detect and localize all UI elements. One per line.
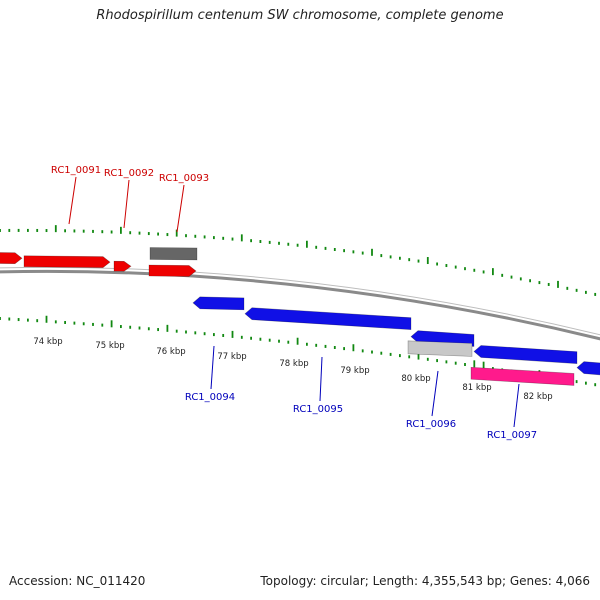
gene-label: RC1_0094 xyxy=(185,392,235,403)
gene-leader-line xyxy=(123,179,130,229)
feature-track xyxy=(0,247,600,386)
map-title: Rhodospirillum centenum SW chromosome, c… xyxy=(96,8,504,23)
gene-label: RC1_0097 xyxy=(487,430,537,441)
outer-tick-ring xyxy=(0,225,597,296)
reverse-gene-arrow xyxy=(192,296,245,311)
gene-label: RC1_0091 xyxy=(51,165,101,176)
genome-summary-text: Topology: circular; Length: 4,355,543 bp… xyxy=(260,574,590,588)
forward-gene-arrow xyxy=(148,264,197,277)
scale-label: 79 kbp xyxy=(340,366,369,376)
pseudo-gene-box xyxy=(149,247,198,261)
accession-text: Accession: NC_011420 xyxy=(9,574,146,588)
gene-leader-line xyxy=(68,176,77,225)
forward-gene-arrow xyxy=(0,252,23,265)
other-feature-box xyxy=(407,340,473,357)
forward-gene-arrow xyxy=(113,260,132,272)
gene-leader-line xyxy=(319,356,323,402)
scale-label: 77 kbp xyxy=(217,352,246,362)
gene-label: RC1_0096 xyxy=(406,419,456,430)
reverse-gene-arrow xyxy=(576,361,600,376)
reverse-gene-arrow xyxy=(244,307,412,330)
scale-label: 80 kbp xyxy=(401,374,430,384)
scale-label: 76 kbp xyxy=(156,347,185,357)
gene-labels: RC1_0091 RC1_0092 RC1_0093 RC1_0094 RC1_0095… xyxy=(51,165,537,441)
gene-leader-line xyxy=(210,345,215,390)
scale-label: 78 kbp xyxy=(279,359,308,369)
forward-gene-arrow xyxy=(23,255,111,268)
gene-leader-line xyxy=(431,370,439,417)
gene-leader-line xyxy=(513,383,520,428)
scale-label: 74 kbp xyxy=(33,337,62,347)
gene-label: RC1_0092 xyxy=(104,168,154,179)
backbone-line xyxy=(0,269,600,341)
scale-label: 81 kbp xyxy=(462,383,491,393)
scale-labels: 74 kbp 75 kbp 76 kbp 77 kbp 78 kbp 79 kbp 80 k… xyxy=(33,337,552,402)
rna-gene-box xyxy=(470,366,575,386)
reverse-gene-arrow xyxy=(473,345,578,364)
scale-label: 82 kbp xyxy=(523,392,552,402)
gene-leader-line xyxy=(176,184,185,233)
gene-label: RC1_0095 xyxy=(293,404,343,415)
chromosome-backbone xyxy=(0,266,600,341)
backbone-highlight xyxy=(0,266,600,336)
gene-label: RC1_0093 xyxy=(159,173,209,184)
scale-label: 75 kbp xyxy=(95,341,124,351)
